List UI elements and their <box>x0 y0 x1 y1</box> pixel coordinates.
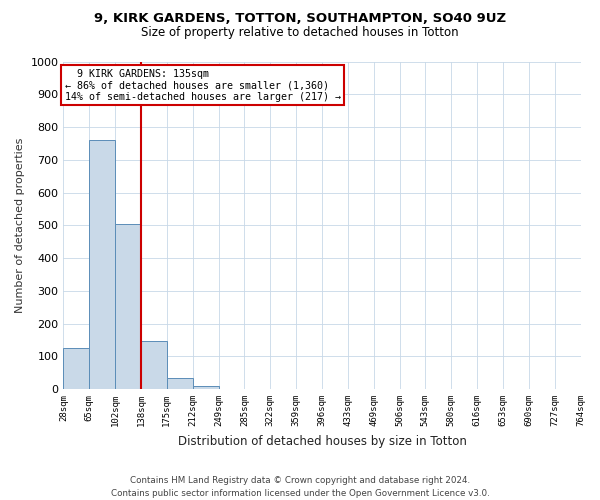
Text: Contains HM Land Registry data © Crown copyright and database right 2024.
Contai: Contains HM Land Registry data © Crown c… <box>110 476 490 498</box>
Y-axis label: Number of detached properties: Number of detached properties <box>15 138 25 313</box>
Bar <box>193 386 218 389</box>
Bar <box>115 224 141 389</box>
Text: 9 KIRK GARDENS: 135sqm
← 86% of detached houses are smaller (1,360)
14% of semi-: 9 KIRK GARDENS: 135sqm ← 86% of detached… <box>65 68 341 102</box>
X-axis label: Distribution of detached houses by size in Totton: Distribution of detached houses by size … <box>178 434 466 448</box>
Bar <box>167 378 193 389</box>
Bar <box>141 340 167 389</box>
Bar <box>89 140 115 389</box>
Text: 9, KIRK GARDENS, TOTTON, SOUTHAMPTON, SO40 9UZ: 9, KIRK GARDENS, TOTTON, SOUTHAMPTON, SO… <box>94 12 506 26</box>
Bar <box>64 348 89 389</box>
Text: Size of property relative to detached houses in Totton: Size of property relative to detached ho… <box>141 26 459 39</box>
